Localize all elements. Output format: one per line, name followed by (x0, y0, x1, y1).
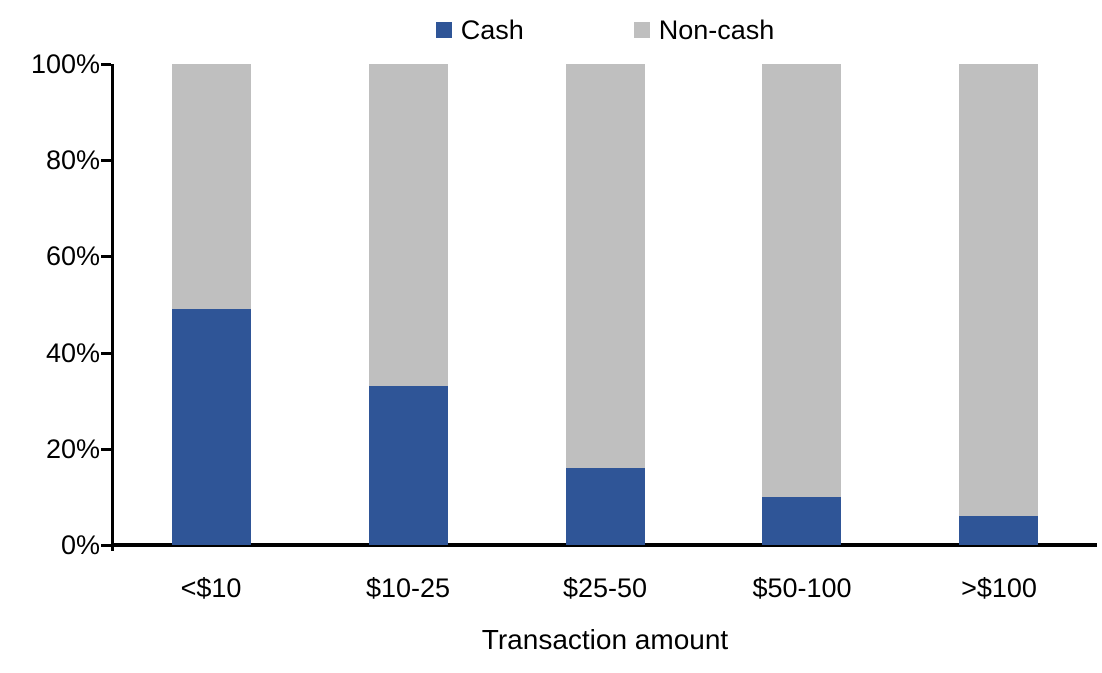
x-tick-label: $50-100 (752, 573, 852, 603)
bar-segment-non-cash-2 (566, 64, 645, 468)
x-tick-label: >$100 (961, 573, 1037, 603)
bar-segment-non-cash-1 (369, 64, 448, 386)
y-tick-mark (101, 447, 111, 451)
y-tick-mark (101, 63, 111, 66)
y-tick-label: 40% (45, 337, 100, 368)
x-tick-label: $25-50 (562, 573, 648, 603)
legend-label-noncash: Non-cash (658, 14, 775, 45)
bar-segment-non-cash-0 (172, 64, 251, 309)
bar-segment-non-cash-3 (762, 64, 841, 497)
y-tick-label: 100% (30, 49, 100, 79)
y-tick-label: 60% (45, 241, 100, 272)
bar-segment-cash-2 (566, 468, 645, 545)
y-tick-mark (101, 351, 111, 355)
y-tick-mark (101, 255, 111, 259)
y-tick-label: 20% (45, 433, 100, 464)
noncash-swatch-icon (633, 22, 650, 38)
bar-segment-non-cash-4 (959, 64, 1038, 516)
y-tick-mark (101, 159, 111, 163)
x-axis-title: Transaction amount (481, 624, 729, 655)
x-tick-label: <$10 (180, 573, 242, 603)
x-axis-line (111, 543, 1097, 547)
y-tick-label: 80% (45, 145, 100, 176)
bar-segment-cash-3 (762, 497, 841, 545)
cash-swatch-icon (435, 22, 452, 38)
x-tick-label: $10-25 (365, 573, 451, 603)
bar-segment-cash-0 (172, 309, 251, 545)
y-tick-label: 0% (60, 530, 100, 560)
legend-item-noncash: Non-cash (633, 14, 775, 45)
bar-segment-cash-4 (959, 516, 1038, 545)
bar-segment-cash-1 (369, 386, 448, 545)
legend-label-cash: Cash (460, 14, 524, 45)
y-tick-mark (101, 544, 111, 547)
legend: Cash Non-cash (113, 10, 1097, 50)
y-axis-line (111, 64, 114, 551)
legend-item-cash: Cash (435, 14, 524, 45)
